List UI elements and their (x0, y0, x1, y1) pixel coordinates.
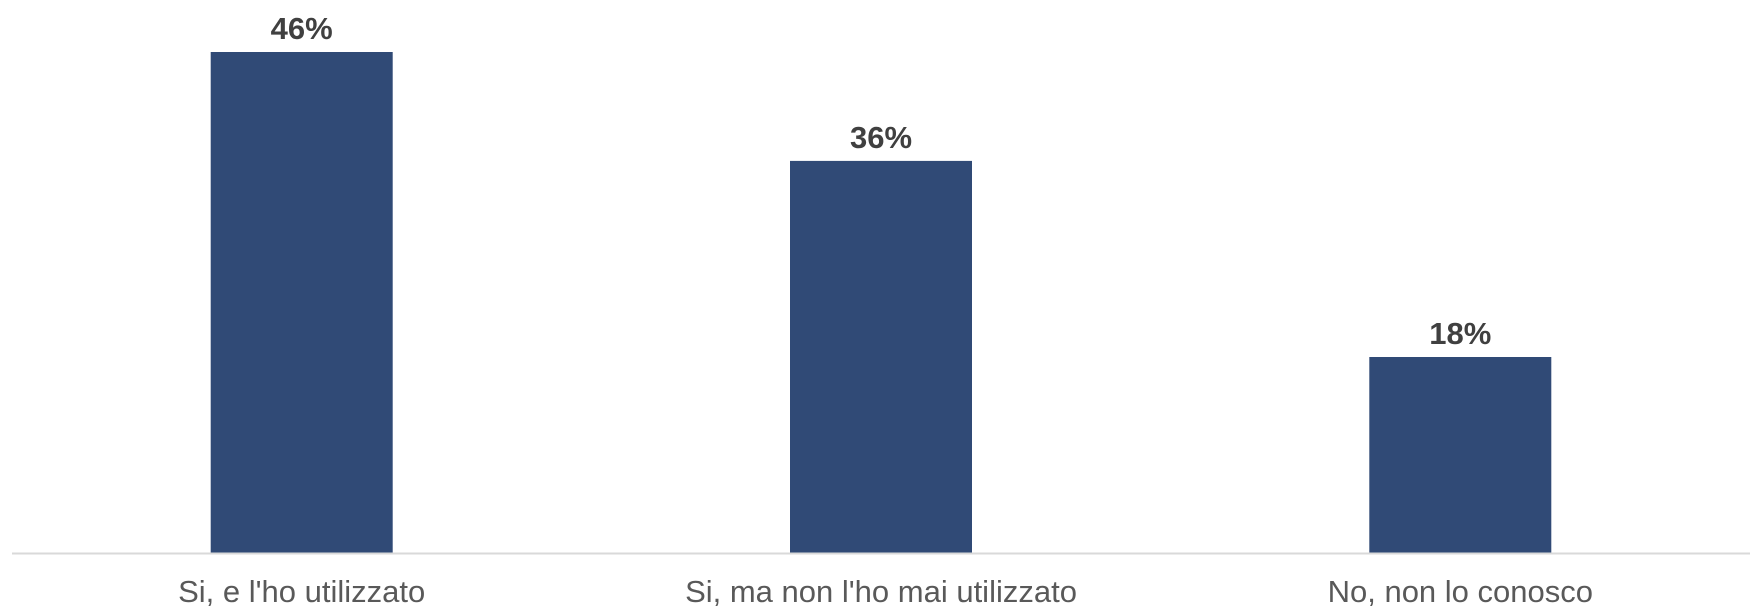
x-tick-label-1: Si, e l'ho utilizzato (178, 574, 425, 609)
x-tick-labels-layer: Si, e l'ho utilizzato Si, ma non l'ho mai… (178, 574, 1593, 609)
bars-layer (210, 52, 1552, 553)
bar-3 (1369, 357, 1552, 553)
data-label-2: 36% (850, 120, 912, 155)
bar-2 (790, 160, 972, 553)
bar-1 (210, 52, 393, 553)
data-labels-layer: 46% 36% 18% (271, 11, 1492, 351)
x-tick-label-3: No, non lo conosco (1328, 574, 1593, 609)
data-label-1: 46% (271, 11, 333, 46)
x-tick-label-2: Si, ma non l'ho mai utilizzato (685, 574, 1077, 609)
data-label-3: 18% (1429, 316, 1491, 351)
